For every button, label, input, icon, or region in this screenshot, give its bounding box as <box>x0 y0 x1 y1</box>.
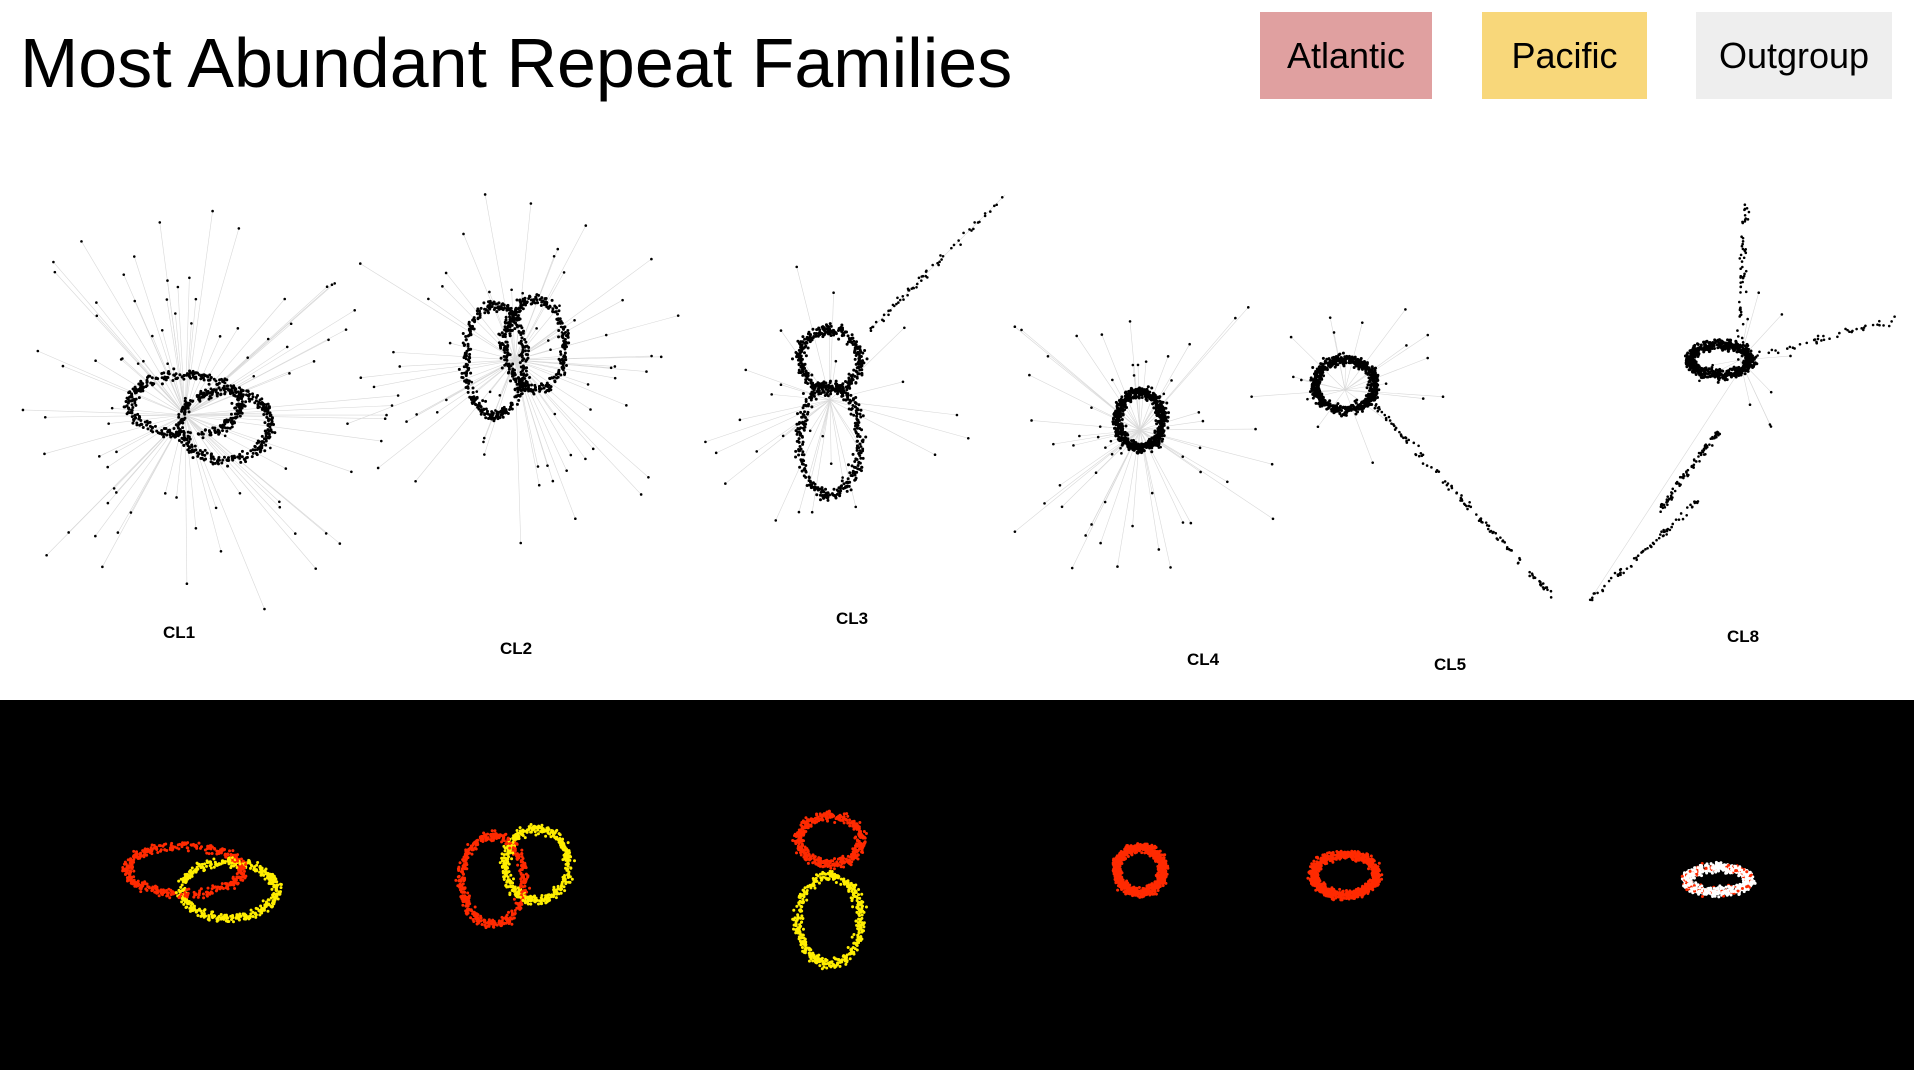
legend-pacific: Pacific <box>1482 12 1647 99</box>
legend-pacific-label: Pacific <box>1511 34 1618 76</box>
legend-atlantic: Atlantic <box>1260 12 1432 99</box>
legend-atlantic-label: Atlantic <box>1286 34 1406 76</box>
page-title: Most Abundant Repeat Families <box>20 24 1013 102</box>
cluster-label-cl8: CL8 <box>1727 627 1760 646</box>
network-edges <box>22 194 1791 610</box>
cluster-label-cl5: CL5 <box>1434 655 1467 674</box>
cluster-label-cl4: CL4 <box>1187 650 1220 669</box>
cluster-label-cl1: CL1 <box>163 623 196 642</box>
cluster-network-graphs <box>21 193 1896 611</box>
legend-outgroup: Outgroup <box>1696 12 1892 99</box>
legend-outgroup-label: Outgroup <box>1718 34 1870 76</box>
network-nodes <box>21 193 1896 611</box>
cluster-label-cl2: CL2 <box>500 639 533 658</box>
cluster-label-cl3: CL3 <box>836 609 869 628</box>
population-heatmap-panel <box>0 700 1914 1070</box>
population-colored-clusters <box>121 809 1757 971</box>
